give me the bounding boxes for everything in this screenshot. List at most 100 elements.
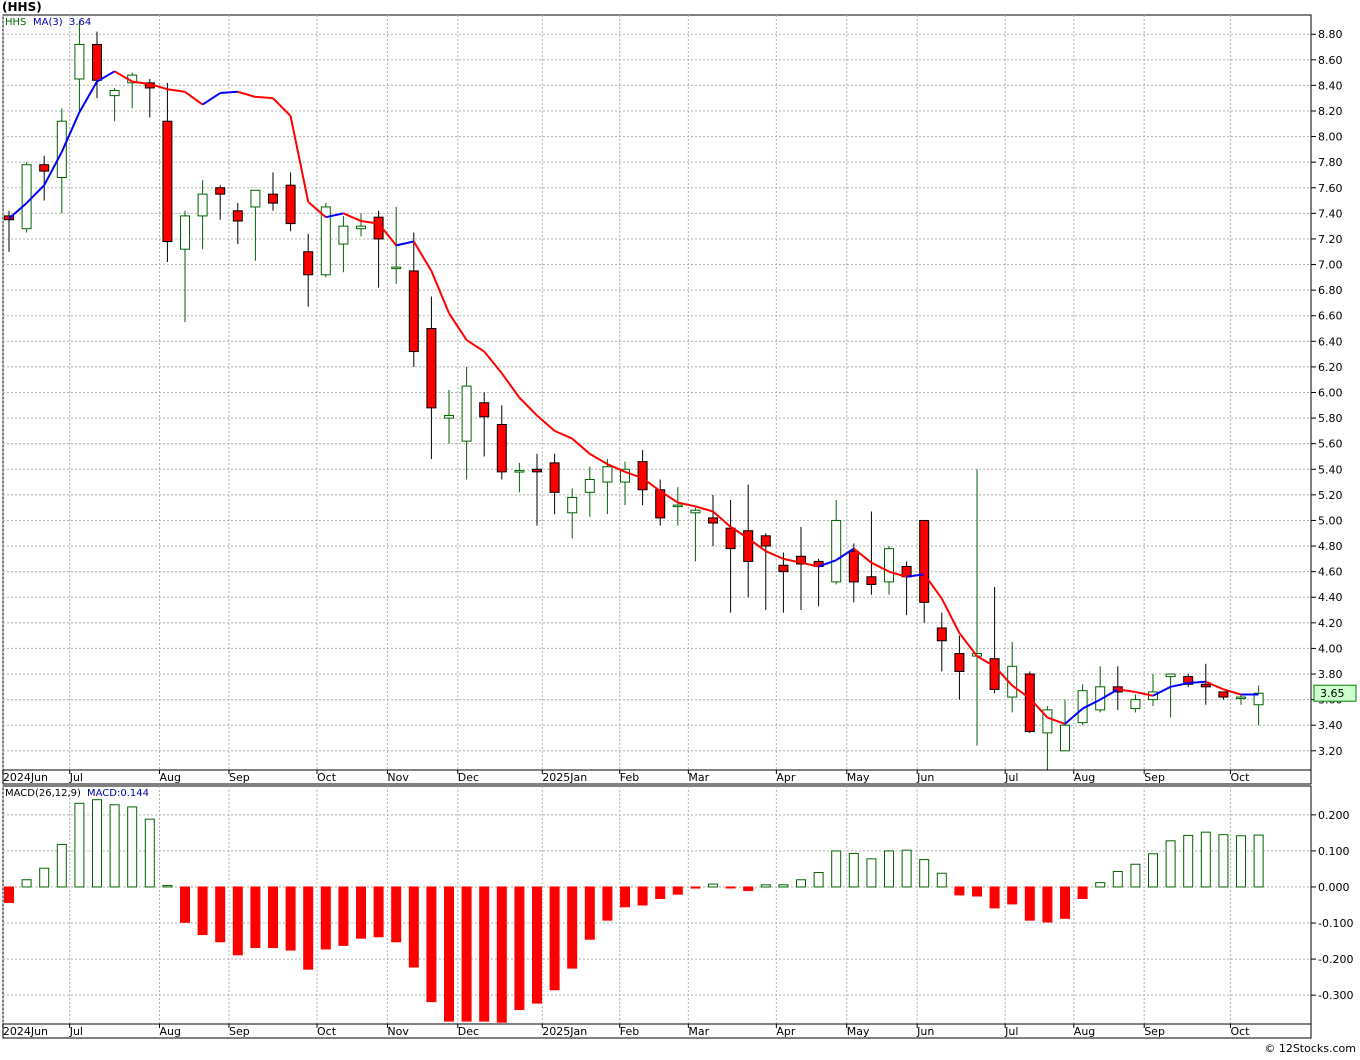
macd-bar xyxy=(1165,840,1176,888)
candle-body xyxy=(461,385,472,442)
price-tick-label: 4.20 xyxy=(1318,617,1343,630)
candle-body xyxy=(725,527,736,550)
macd-bar xyxy=(708,883,718,888)
macd-x-tick-label: Nov xyxy=(387,1025,409,1038)
candle-body xyxy=(1042,709,1053,734)
x-tick-label: Apr xyxy=(776,771,796,784)
x-tick-label: Jul xyxy=(69,771,83,784)
macd-bar xyxy=(232,886,243,956)
macd-x-axis xyxy=(2,1023,1312,1039)
price-tick-label: 6.20 xyxy=(1318,361,1343,374)
macd-tick-label: 0.000 xyxy=(1318,881,1350,894)
x-tick-label: Dec xyxy=(458,771,479,784)
ma3-segment xyxy=(272,97,292,117)
price-legend-ma-label: MA(3) xyxy=(33,17,63,28)
ma3-segment xyxy=(289,115,310,203)
macd-x-tick-label: 2024Jun xyxy=(3,1025,48,1038)
price-x-axis xyxy=(2,769,1312,785)
ma3-segment xyxy=(1135,690,1154,697)
macd-bar xyxy=(1024,886,1035,921)
price-tick-label: 7.60 xyxy=(1318,182,1343,195)
price-tick-label: 4.60 xyxy=(1318,566,1343,579)
macd-bar xyxy=(21,879,32,888)
macd-bar xyxy=(1042,886,1053,923)
ma3-segment xyxy=(1029,697,1049,719)
ma3-segment xyxy=(466,339,485,353)
ma3-segment xyxy=(395,240,415,247)
macd-x-tick-label: Feb xyxy=(620,1025,639,1038)
ma3-segment xyxy=(624,470,643,480)
ma3-segment xyxy=(783,557,802,564)
macd-x-tick-label: Jun xyxy=(916,1025,934,1038)
macd-bar xyxy=(56,843,67,888)
ma3-segment xyxy=(483,350,503,374)
price-tick-label: 5.40 xyxy=(1318,463,1343,476)
candle-body xyxy=(21,164,32,230)
price-tick-label: 3.20 xyxy=(1318,745,1343,758)
ma3-segment xyxy=(993,665,1013,687)
macd-bar xyxy=(1148,853,1158,888)
macd-bar xyxy=(743,886,754,892)
macd-bar xyxy=(637,886,648,906)
price-legend-ma-value: 3.64 xyxy=(69,17,91,28)
candle-body xyxy=(1236,696,1246,700)
x-tick-label: Oct xyxy=(1230,771,1250,784)
candle-body xyxy=(743,530,754,562)
macd-bar xyxy=(1077,886,1088,900)
price-tick-label: 8.20 xyxy=(1318,105,1343,118)
macd-bar xyxy=(567,886,578,969)
ma3-segment xyxy=(1047,716,1066,725)
ma3-segment xyxy=(96,70,116,83)
macd-bar xyxy=(39,867,50,888)
candle-body xyxy=(884,548,894,583)
macd-bar xyxy=(584,886,595,940)
candle-body xyxy=(109,90,120,97)
ma3-segment xyxy=(642,477,661,492)
candle-body xyxy=(778,564,789,573)
macd-x-tick-label: Mar xyxy=(688,1025,709,1038)
macd-x-tick-label: Oct xyxy=(1230,1025,1250,1038)
price-tick-label: 8.80 xyxy=(1318,28,1343,41)
macd-bar xyxy=(936,872,947,888)
ma3-segment xyxy=(1099,688,1119,701)
macd-bar xyxy=(180,886,190,923)
ma3-segment xyxy=(1011,684,1031,700)
ma3-segment xyxy=(1152,685,1172,697)
macd-bar xyxy=(303,886,314,970)
ma3-segment xyxy=(343,212,362,222)
macd-bar xyxy=(725,886,736,889)
ma3-segment xyxy=(923,573,943,600)
candle-body xyxy=(92,43,102,81)
candle-body xyxy=(1165,673,1176,678)
macd-bar xyxy=(4,886,14,903)
macd-bar xyxy=(162,885,173,888)
candle-body xyxy=(285,184,296,225)
ma3-segment xyxy=(677,501,696,508)
macd-bar xyxy=(197,886,208,936)
macd-bar xyxy=(549,886,560,991)
ma3-segment xyxy=(835,547,855,561)
macd-bar xyxy=(532,886,542,1004)
ma3-segment xyxy=(1188,680,1206,684)
macd-bar xyxy=(954,886,965,896)
macd-bar xyxy=(972,886,982,897)
ma3-segment xyxy=(589,453,608,466)
candle-body xyxy=(496,423,507,473)
macd-bar xyxy=(919,859,930,888)
price-tick-label: 4.00 xyxy=(1318,642,1343,655)
ma3-segment xyxy=(976,655,996,668)
last-price-label: 3.65 xyxy=(1320,687,1345,700)
candle-body xyxy=(250,189,261,208)
candle-body xyxy=(514,470,525,473)
price-tick-label: 3.40 xyxy=(1318,719,1343,732)
ma3-segment xyxy=(853,547,873,564)
macd-bar xyxy=(74,802,85,888)
price-tick-label: 7.40 xyxy=(1318,207,1343,220)
price-tick-label: 7.00 xyxy=(1318,259,1343,272)
macd-bar xyxy=(356,886,366,939)
candle-body xyxy=(444,415,454,419)
ma3-segment xyxy=(25,184,45,204)
candle-body xyxy=(197,193,208,217)
macd-bar xyxy=(831,850,842,888)
ma3-segment xyxy=(730,526,749,540)
